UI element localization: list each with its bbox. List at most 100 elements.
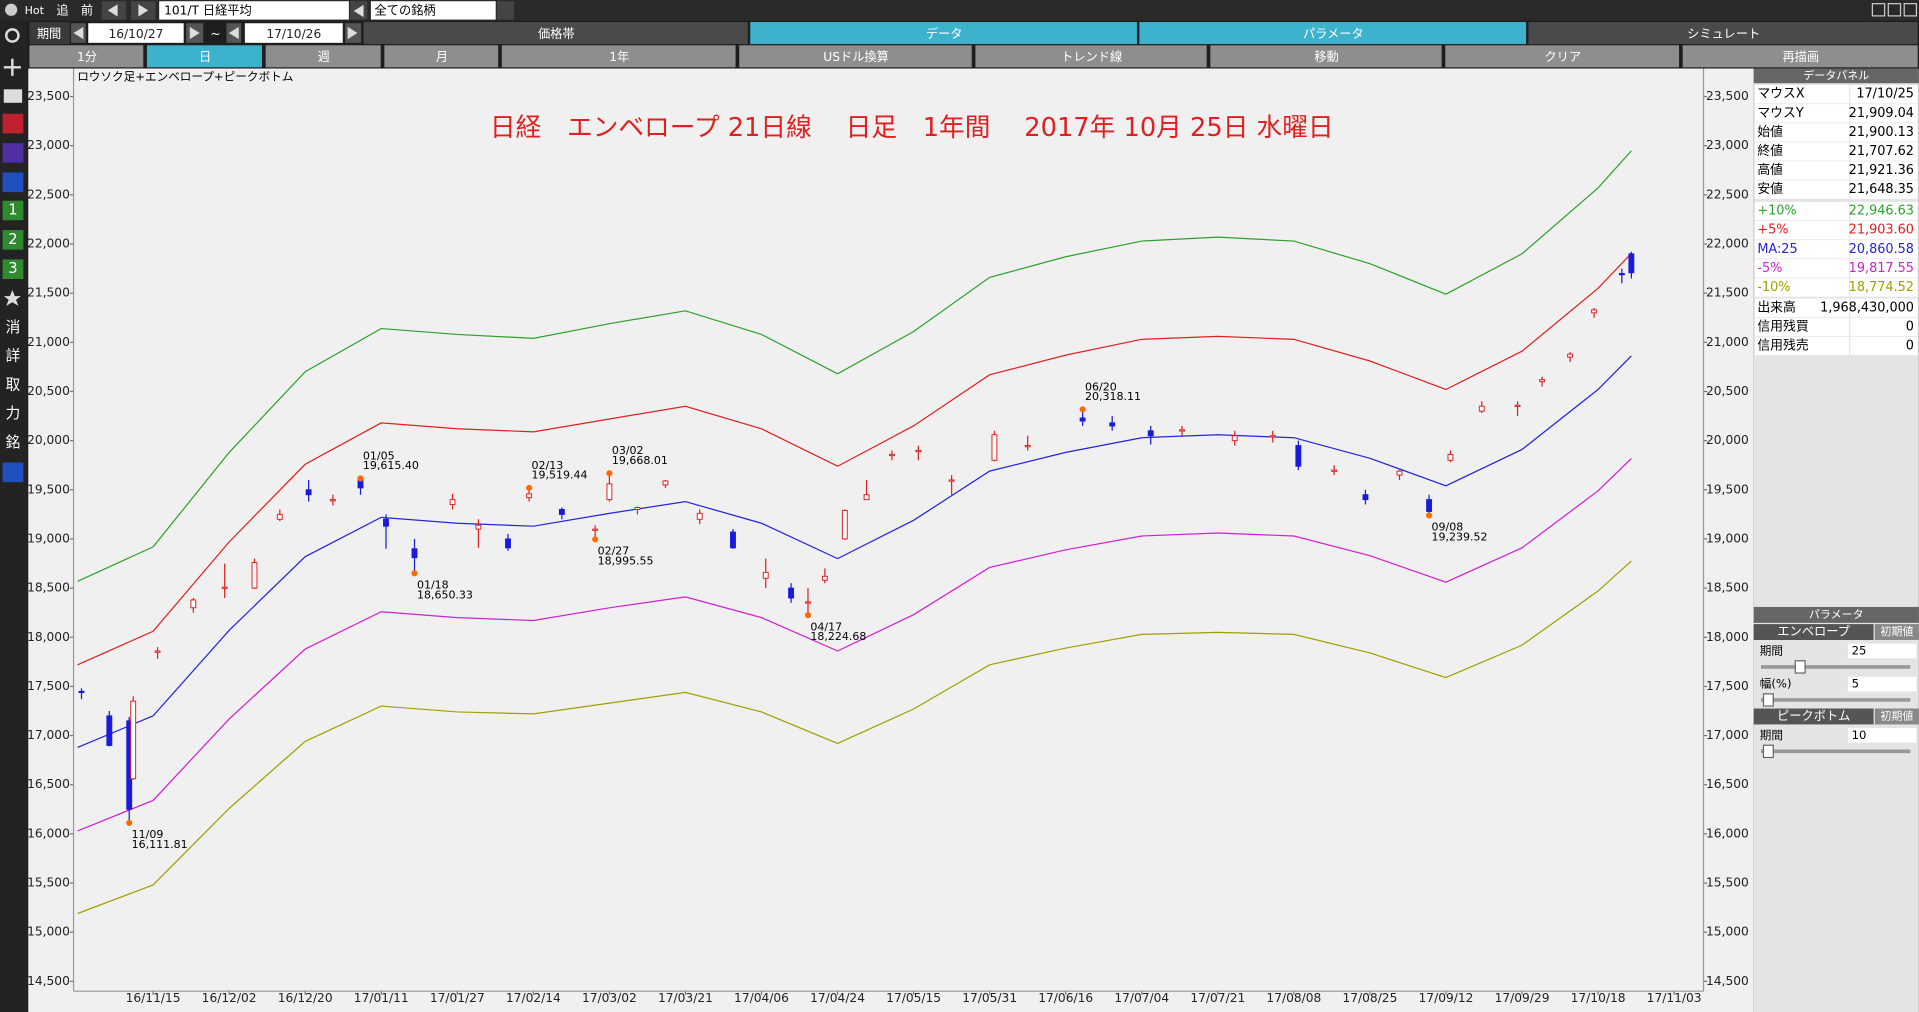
y-tick-label: 20,000 — [1706, 433, 1749, 447]
date-box[interactable] — [88, 23, 184, 43]
slider-thumb[interactable] — [1794, 660, 1806, 674]
window-button[interactable] — [1903, 3, 1918, 17]
button[interactable] — [265, 45, 381, 68]
y-tick-label: 21,000 — [1706, 335, 1749, 349]
input-box[interactable] — [1847, 643, 1917, 659]
star-icon[interactable] — [3, 290, 21, 306]
tab[interactable] — [1139, 22, 1527, 45]
symbol-box[interactable] — [159, 1, 349, 20]
label: マウスY — [1757, 106, 1803, 121]
button[interactable] — [739, 45, 972, 68]
panel-cell — [1754, 298, 1850, 317]
sidebar-item: 3 — [8, 260, 17, 277]
sidebar-item: 力 — [6, 405, 21, 422]
window-button[interactable] — [1871, 3, 1886, 17]
candle-body — [762, 571, 769, 579]
input-box[interactable] — [1847, 676, 1917, 692]
panel-cell — [1850, 240, 1918, 259]
x-tick-label: 17/06/16 — [1038, 991, 1093, 1005]
chart-icon[interactable] — [2, 113, 24, 134]
chart-icon[interactable] — [2, 143, 24, 163]
y-tick-label: 19,500 — [27, 482, 70, 496]
candle-body — [276, 513, 283, 520]
button[interactable] — [975, 45, 1207, 68]
candle-body — [788, 587, 795, 599]
label: 初期値 — [1880, 708, 1913, 722]
y-tick-label: 14,500 — [1706, 974, 1749, 988]
candle-body — [1447, 453, 1454, 461]
candle-body — [411, 548, 418, 559]
arrow-button[interactable] — [138, 4, 149, 17]
panel-cell — [1850, 278, 1918, 297]
candle-body — [1079, 417, 1086, 422]
panel-title — [1753, 68, 1919, 84]
arrow-button[interactable] — [73, 26, 84, 40]
tab[interactable] — [363, 22, 748, 45]
y-tick-label: 16,500 — [27, 777, 70, 791]
arrow-button[interactable] — [189, 26, 200, 40]
button[interactable] — [146, 45, 262, 68]
annotation-value: 19,668.01 — [612, 454, 668, 467]
candle-body — [1295, 445, 1302, 467]
candle-body — [606, 483, 613, 501]
label: -5% — [1757, 261, 1782, 276]
envelope-line — [77, 253, 1632, 666]
panel-cell — [1850, 298, 1918, 317]
tab[interactable] — [750, 22, 1137, 45]
tab[interactable] — [1528, 22, 1918, 45]
y-tick-label: 22,000 — [27, 237, 70, 251]
x-tick-label: 17/08/08 — [1266, 991, 1321, 1005]
input-box[interactable] — [1847, 728, 1917, 743]
badge[interactable] — [2, 200, 24, 221]
camera-icon[interactable] — [3, 89, 23, 103]
slider-thumb[interactable] — [1762, 744, 1774, 759]
candle-body — [221, 586, 228, 589]
reset-button[interactable] — [1874, 624, 1919, 640]
search-icon[interactable] — [5, 28, 20, 43]
tab-label: 価格帯 — [538, 26, 575, 41]
x-tick-label: 16/12/02 — [202, 991, 257, 1005]
y-tick-label: 15,000 — [27, 925, 70, 939]
dropdown[interactable] — [496, 1, 515, 20]
button[interactable] — [384, 45, 499, 68]
y-tick-label: 21,500 — [27, 286, 70, 300]
panel-title — [1753, 606, 1919, 623]
candle-body — [475, 524, 482, 530]
arrow-button[interactable] — [353, 4, 364, 18]
settings-icon[interactable] — [2, 462, 24, 483]
y-tick-label: 20,500 — [1706, 384, 1749, 398]
slider-thumb[interactable] — [1762, 693, 1774, 707]
candle-body — [821, 575, 828, 581]
arrow-button[interactable] — [107, 4, 118, 17]
candle-body — [634, 507, 641, 510]
button[interactable] — [501, 45, 736, 68]
badge[interactable] — [2, 259, 24, 280]
panel-cell — [1850, 104, 1918, 123]
arrow-button[interactable] — [347, 26, 358, 40]
y-tick-label: 15,500 — [27, 876, 70, 890]
button[interactable] — [1682, 45, 1918, 68]
button[interactable] — [1210, 45, 1442, 68]
candle-body — [915, 449, 922, 453]
panel-cell — [1754, 104, 1850, 123]
date-box[interactable] — [244, 23, 343, 43]
arrow-button[interactable] — [228, 26, 239, 40]
label: 10 — [1852, 728, 1867, 742]
label: 21,921.36 — [1849, 163, 1914, 178]
label: パラメータ — [1809, 608, 1864, 621]
plus-icon[interactable] — [3, 58, 21, 76]
window-button[interactable] — [1887, 3, 1902, 17]
label: +10% — [1757, 204, 1796, 219]
reset-button[interactable] — [1874, 708, 1919, 725]
sidebar-item: 取 — [6, 376, 21, 393]
badge[interactable] — [2, 230, 24, 250]
bulb-icon[interactable] — [5, 3, 18, 16]
label: エンベロープ — [1777, 625, 1850, 639]
label: 信用残買 — [1757, 319, 1808, 334]
param-header — [1753, 708, 1874, 725]
button[interactable] — [1445, 45, 1680, 68]
panel-cell — [1754, 85, 1850, 104]
button[interactable] — [29, 45, 144, 68]
flag-icon[interactable] — [2, 172, 24, 193]
filter-box[interactable] — [370, 1, 496, 20]
